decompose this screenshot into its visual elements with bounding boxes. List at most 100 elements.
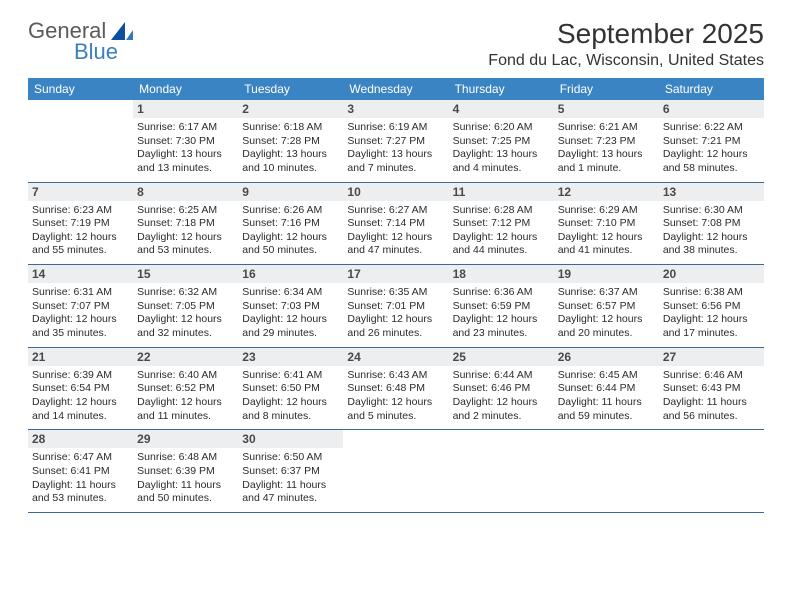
sunrise-label: Sunrise: — [663, 369, 704, 381]
sunrise-value: 6:34 AM — [284, 286, 323, 298]
day-number: 15 — [133, 265, 238, 283]
day-number: 30 — [238, 430, 343, 448]
sunrise-label: Sunrise: — [242, 204, 283, 216]
sunrise-label: Sunrise: — [242, 121, 283, 133]
daylight-line: Daylight: 11 hours and 59 minutes. — [558, 396, 655, 423]
calendar-cell: 22Sunrise: 6:40 AMSunset: 6:52 PMDayligh… — [133, 348, 238, 430]
sunset-value: 6:37 PM — [281, 465, 320, 477]
sunset-value: 7:03 PM — [281, 300, 320, 312]
sunset-line: Sunset: 7:08 PM — [663, 217, 760, 231]
sunset-line: Sunset: 7:16 PM — [242, 217, 339, 231]
sunrise-value: 6:29 AM — [599, 204, 638, 216]
day-details: Sunrise: 6:25 AMSunset: 7:18 PMDaylight:… — [137, 204, 234, 259]
sunrise-value: 6:20 AM — [494, 121, 533, 133]
sunset-label: Sunset: — [453, 382, 492, 394]
daylight-line: Daylight: 12 hours and 58 minutes. — [663, 148, 760, 175]
day-details: Sunrise: 6:27 AMSunset: 7:14 PMDaylight:… — [347, 204, 444, 259]
daylight-label: Daylight: — [137, 313, 181, 325]
sunrise-line: Sunrise: 6:45 AM — [558, 369, 655, 383]
daylight-label: Daylight: — [137, 396, 181, 408]
daylight-label: Daylight: — [137, 231, 181, 243]
day-number: 23 — [238, 348, 343, 366]
sunrise-line: Sunrise: 6:21 AM — [558, 121, 655, 135]
sunset-label: Sunset: — [242, 465, 281, 477]
calendar-cell — [554, 430, 659, 512]
sunset-value: 6:48 PM — [386, 382, 425, 394]
sunset-line: Sunset: 7:18 PM — [137, 217, 234, 231]
daylight-line: Daylight: 12 hours and 29 minutes. — [242, 313, 339, 340]
daylight-line: Daylight: 12 hours and 47 minutes. — [347, 231, 444, 258]
sunset-label: Sunset: — [347, 300, 386, 312]
sunset-value: 6:52 PM — [176, 382, 215, 394]
sunrise-value: 6:48 AM — [179, 451, 218, 463]
sunset-label: Sunset: — [242, 135, 281, 147]
day-number: 1 — [133, 100, 238, 118]
sunset-line: Sunset: 7:30 PM — [137, 135, 234, 149]
sunrise-label: Sunrise: — [32, 286, 73, 298]
daylight-label: Daylight: — [347, 231, 391, 243]
sunset-label: Sunset: — [663, 217, 702, 229]
sunset-line: Sunset: 7:25 PM — [453, 135, 550, 149]
calendar-cell: 28Sunrise: 6:47 AMSunset: 6:41 PMDayligh… — [28, 430, 133, 512]
sunset-label: Sunset: — [558, 135, 597, 147]
sunset-line: Sunset: 7:19 PM — [32, 217, 129, 231]
sunrise-label: Sunrise: — [347, 369, 388, 381]
sunrise-label: Sunrise: — [558, 369, 599, 381]
sunset-label: Sunset: — [663, 300, 702, 312]
sunset-line: Sunset: 7:01 PM — [347, 300, 444, 314]
sunrise-line: Sunrise: 6:43 AM — [347, 369, 444, 383]
sunset-label: Sunset: — [137, 465, 176, 477]
sunset-value: 7:23 PM — [596, 135, 635, 147]
sunrise-value: 6:37 AM — [599, 286, 638, 298]
sunset-line: Sunset: 6:48 PM — [347, 382, 444, 396]
daylight-label: Daylight: — [32, 479, 76, 491]
sunrise-value: 6:17 AM — [179, 121, 218, 133]
daylight-label: Daylight: — [663, 231, 707, 243]
sunset-value: 7:14 PM — [386, 217, 425, 229]
sunrise-value: 6:35 AM — [389, 286, 428, 298]
sunrise-line: Sunrise: 6:20 AM — [453, 121, 550, 135]
sunset-value: 6:56 PM — [701, 300, 740, 312]
day-number: 13 — [659, 183, 764, 201]
daylight-line: Daylight: 12 hours and 20 minutes. — [558, 313, 655, 340]
sunrise-line: Sunrise: 6:19 AM — [347, 121, 444, 135]
sunrise-label: Sunrise: — [137, 204, 178, 216]
sunrise-label: Sunrise: — [453, 121, 494, 133]
weekday-header: Saturday — [659, 78, 764, 100]
sunrise-line: Sunrise: 6:23 AM — [32, 204, 129, 218]
sunset-line: Sunset: 6:50 PM — [242, 382, 339, 396]
sunset-label: Sunset: — [137, 382, 176, 394]
sunrise-line: Sunrise: 6:48 AM — [137, 451, 234, 465]
day-number: 16 — [238, 265, 343, 283]
daylight-label: Daylight: — [347, 396, 391, 408]
daylight-line: Daylight: 13 hours and 10 minutes. — [242, 148, 339, 175]
daylight-line: Daylight: 12 hours and 5 minutes. — [347, 396, 444, 423]
sunset-line: Sunset: 7:10 PM — [558, 217, 655, 231]
sunrise-value: 6:41 AM — [284, 369, 323, 381]
sunrise-label: Sunrise: — [32, 369, 73, 381]
sunset-line: Sunset: 7:03 PM — [242, 300, 339, 314]
sunset-value: 6:54 PM — [71, 382, 110, 394]
day-number: 5 — [554, 100, 659, 118]
day-number: 21 — [28, 348, 133, 366]
calendar-cell: 3Sunrise: 6:19 AMSunset: 7:27 PMDaylight… — [343, 100, 448, 182]
sunrise-label: Sunrise: — [453, 204, 494, 216]
sunrise-line: Sunrise: 6:29 AM — [558, 204, 655, 218]
sunset-label: Sunset: — [453, 300, 492, 312]
daylight-line: Daylight: 12 hours and 8 minutes. — [242, 396, 339, 423]
calendar-cell: 2Sunrise: 6:18 AMSunset: 7:28 PMDaylight… — [238, 100, 343, 182]
sunrise-label: Sunrise: — [558, 286, 599, 298]
sunrise-label: Sunrise: — [347, 204, 388, 216]
sunrise-line: Sunrise: 6:32 AM — [137, 286, 234, 300]
calendar-cell: 25Sunrise: 6:44 AMSunset: 6:46 PMDayligh… — [449, 348, 554, 430]
daylight-line: Daylight: 12 hours and 53 minutes. — [137, 231, 234, 258]
day-details: Sunrise: 6:38 AMSunset: 6:56 PMDaylight:… — [663, 286, 760, 341]
daylight-line: Daylight: 12 hours and 44 minutes. — [453, 231, 550, 258]
sunrise-value: 6:39 AM — [73, 369, 112, 381]
sunrise-line: Sunrise: 6:17 AM — [137, 121, 234, 135]
daylight-label: Daylight: — [663, 148, 707, 160]
sunset-label: Sunset: — [137, 300, 176, 312]
day-details: Sunrise: 6:18 AMSunset: 7:28 PMDaylight:… — [242, 121, 339, 176]
day-details: Sunrise: 6:28 AMSunset: 7:12 PMDaylight:… — [453, 204, 550, 259]
sunset-value: 6:57 PM — [596, 300, 635, 312]
